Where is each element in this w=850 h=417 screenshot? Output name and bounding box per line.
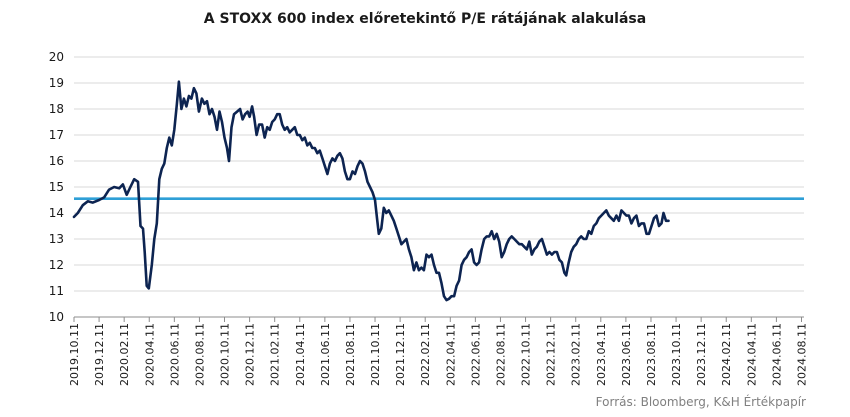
x-tick-label: 2022.06.11	[469, 323, 482, 386]
x-tick-label: 2021.04.11	[294, 323, 307, 386]
x-tick-label: 2024.06.11	[770, 323, 783, 386]
x-tick-label: 2021.02.11	[269, 323, 282, 386]
y-tick-label: 11	[49, 284, 64, 298]
series-line	[72, 80, 670, 302]
y-tick-label: 15	[49, 180, 64, 194]
x-tick-label: 2020.08.11	[193, 323, 206, 386]
y-tick-label: 18	[49, 102, 64, 116]
x-tick-label: 2024.02.11	[720, 323, 733, 386]
x-tick-label: 2021.08.11	[344, 323, 357, 386]
x-tick-label: 2023.08.11	[645, 323, 658, 386]
y-tick-label: 19	[49, 76, 64, 90]
x-tick-label: 2020.04.11	[143, 323, 156, 386]
x-tick-label: 2022.08.11	[494, 323, 507, 386]
x-tick-label: 2024.04.11	[745, 323, 758, 386]
chart-title: A STOXX 600 index előretekintő P/E rátáj…	[203, 11, 647, 27]
x-tick-label: 2022.04.11	[444, 323, 457, 386]
x-tick-label: 2023.04.11	[595, 323, 608, 386]
x-tick-label: 2021.10.11	[369, 323, 382, 386]
x-axis: 2019.10.11 2019.12.11 2020.02.11 2020.04.11…	[68, 316, 808, 386]
x-tick-label: 2020.12.11	[244, 323, 257, 386]
y-tick-label: 16	[49, 154, 64, 168]
y-tick-label: 13	[49, 232, 64, 246]
x-tick-label: 2024.08.11	[795, 323, 808, 386]
x-tick-label: 2020.10.11	[219, 323, 232, 386]
x-tick-label: 2022.12.11	[545, 323, 558, 386]
x-tick-label: 2023.12.11	[695, 323, 708, 386]
x-tick-label: 2022.02.11	[419, 323, 432, 386]
x-tick-label: 2023.06.11	[620, 323, 633, 386]
x-tick-label: 2022.10.11	[520, 323, 533, 386]
y-tick-label: 12	[49, 258, 64, 272]
x-tick-label: 2020.02.11	[118, 323, 131, 386]
x-tick-label: 2023.10.11	[670, 323, 683, 386]
x-tick-label: 2021.12.11	[394, 323, 407, 386]
x-tick-label: 2019.10.11	[68, 323, 81, 386]
y-tick-label: 10	[49, 310, 64, 324]
x-tick-label: 2021.06.11	[319, 323, 332, 386]
gridlines	[74, 56, 804, 292]
y-tick-label: 14	[49, 206, 64, 220]
y-axis: 10 11 12 13 14 15 16 17 18 19 20	[49, 50, 64, 324]
y-tick-label: 17	[49, 128, 64, 142]
y-tick-label: 20	[49, 50, 64, 64]
x-tick-label: 2020.06.11	[168, 323, 181, 386]
source-note: Forrás: Bloomberg, K&H Értékpapír	[595, 395, 806, 409]
x-tick-label: 2023.02.11	[570, 323, 583, 386]
x-tick-label: 2019.12.11	[93, 323, 106, 386]
series-group	[72, 80, 670, 302]
